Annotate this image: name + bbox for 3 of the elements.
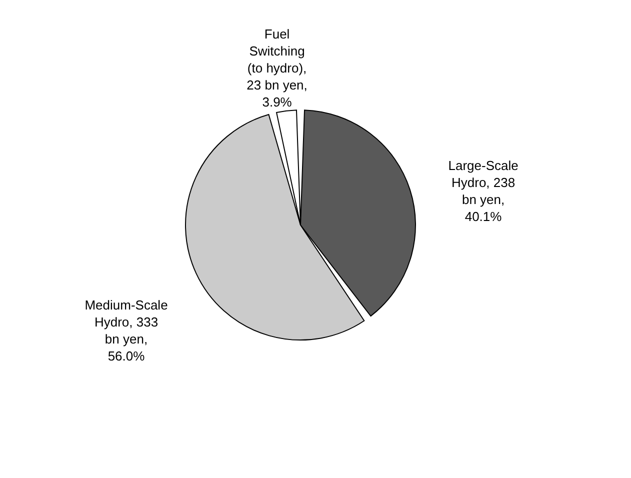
slice-label: Large-Scale Hydro, 238 bn yen, 40.1%	[448, 158, 518, 224]
slice-label: Fuel Switching (to hydro), 23 bn yen, 3.9%	[246, 26, 308, 110]
slice-label: Medium-Scale Hydro, 333 bn yen, 56.0%	[84, 298, 168, 364]
